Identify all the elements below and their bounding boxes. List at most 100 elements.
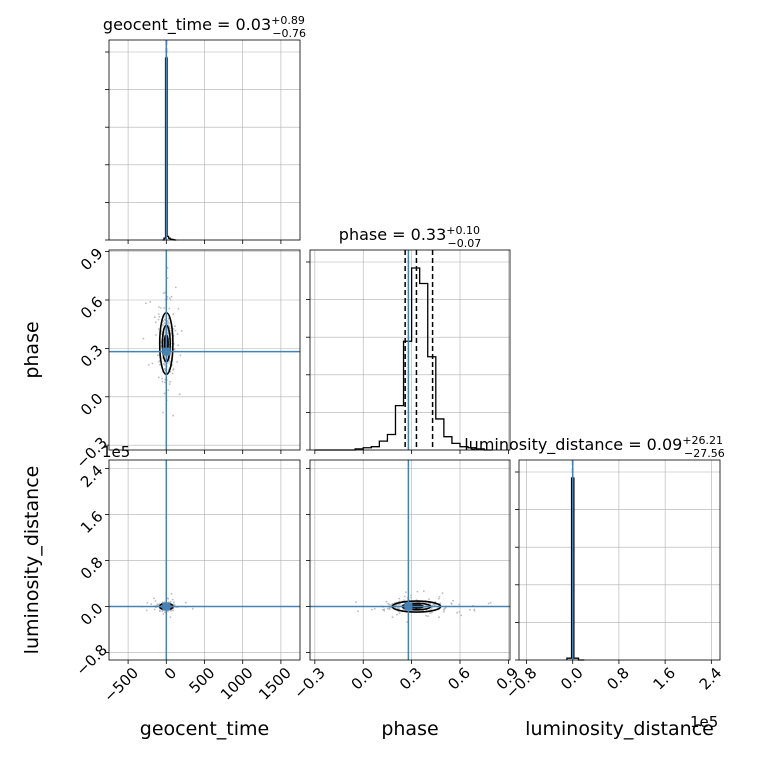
sample-point bbox=[172, 414, 175, 417]
sample-point bbox=[150, 223, 152, 225]
ytick-label-luminosity_distance-3: 1.6 bbox=[77, 507, 107, 537]
xtick-label-geocent_time-0: −500 bbox=[100, 664, 142, 706]
sample-point bbox=[168, 325, 171, 328]
title-minus-geocent_time: −0.76 bbox=[272, 27, 306, 40]
histogram-luminosity_distance bbox=[566, 477, 585, 661]
xtick-label-geocent_time-2: 500 bbox=[185, 664, 218, 697]
sample-point bbox=[172, 313, 175, 316]
sample-point bbox=[371, 608, 373, 611]
truth-marker bbox=[404, 602, 413, 611]
sample-point bbox=[396, 613, 398, 616]
xlabel-luminosity_distance: luminosity_distance bbox=[525, 718, 714, 740]
sample-point bbox=[160, 307, 162, 309]
sample-point bbox=[176, 333, 179, 335]
xtick-label-geocent_time-1: 0 bbox=[161, 664, 180, 683]
sample-point bbox=[169, 299, 172, 301]
title-main-geocent_time: geocent_time = 0.03 bbox=[103, 15, 271, 35]
sample-point bbox=[162, 292, 165, 295]
sample-point bbox=[450, 603, 453, 605]
sample-point bbox=[162, 411, 164, 414]
sample-point bbox=[153, 597, 155, 600]
sample-point bbox=[174, 286, 177, 289]
2d-geocent_time-luminosity_distance-frame bbox=[108, 459, 301, 661]
sample-point bbox=[473, 608, 475, 611]
sample-point bbox=[169, 616, 172, 618]
2d-phase-luminosity_distance-frame bbox=[309, 459, 511, 661]
xtick-label-luminosity_distance-3: 1.6 bbox=[649, 664, 679, 694]
sample-point bbox=[180, 330, 183, 332]
offset-text-x: 1e5 bbox=[690, 713, 718, 731]
histogram-geocent_time bbox=[162, 57, 177, 241]
title-plus-luminosity_distance: +26.21 bbox=[682, 434, 723, 447]
hist-phase-frame bbox=[309, 249, 511, 451]
sample-point bbox=[174, 325, 176, 328]
title-minus-luminosity_distance: −27.56 bbox=[684, 447, 725, 460]
sample-point bbox=[398, 612, 401, 614]
sample-point bbox=[355, 601, 357, 603]
sample-point bbox=[176, 361, 179, 363]
sample-point bbox=[157, 313, 160, 315]
scatter-group bbox=[109, 223, 300, 450]
sample-point bbox=[168, 297, 171, 300]
sample-point bbox=[396, 607, 399, 609]
title-plus-phase: +0.10 bbox=[446, 224, 480, 237]
title-geocent_time: geocent_time = 0.03+0.89 −0.76 bbox=[103, 14, 306, 40]
xtick-label-luminosity_distance-2: 0.8 bbox=[603, 664, 633, 694]
sample-point bbox=[169, 327, 171, 330]
xtick-label-geocent_time-4: 1500 bbox=[255, 664, 295, 704]
title-luminosity_distance: luminosity_distance = 0.09+26.21 −27.56 bbox=[464, 434, 725, 460]
sample-point bbox=[155, 334, 157, 336]
sample-point bbox=[168, 322, 171, 324]
sample-point bbox=[163, 362, 165, 365]
sample-point bbox=[398, 597, 401, 600]
sample-point bbox=[388, 603, 391, 606]
sample-point bbox=[162, 324, 164, 327]
title-phase: phase = 0.33+0.10 −0.07 bbox=[339, 224, 481, 250]
sample-point bbox=[163, 318, 166, 321]
sample-point bbox=[373, 607, 376, 610]
xtick-label-phase-1: 0.0 bbox=[348, 664, 378, 694]
title-main-phase: phase = 0.33 bbox=[339, 225, 446, 244]
sample-point bbox=[171, 609, 174, 612]
sample-point bbox=[403, 599, 405, 602]
ytick-label-luminosity_distance-2: 0.8 bbox=[77, 553, 107, 583]
sample-point bbox=[410, 596, 412, 599]
xlabel-geocent_time: geocent_time bbox=[140, 718, 269, 740]
sample-point bbox=[154, 321, 157, 324]
sample-point bbox=[149, 301, 152, 303]
scatter-group bbox=[310, 460, 510, 660]
ytick-label-luminosity_distance-0: −0.8 bbox=[73, 641, 111, 679]
sample-point bbox=[173, 601, 176, 604]
sample-point bbox=[174, 329, 177, 332]
sample-point bbox=[410, 594, 412, 597]
hist-panel-phase: phase = 0.33+0.10 −0.07 bbox=[306, 224, 510, 454]
sample-point bbox=[173, 603, 176, 606]
sample-point bbox=[170, 295, 173, 298]
sample-point bbox=[169, 600, 172, 603]
sample-point bbox=[452, 599, 454, 602]
sample-point bbox=[171, 372, 174, 375]
sample-point bbox=[443, 608, 445, 610]
sample-point bbox=[157, 328, 160, 330]
ytick-label-phase-2: 0.3 bbox=[77, 341, 107, 371]
sample-point bbox=[179, 354, 182, 357]
sample-point bbox=[404, 595, 406, 598]
sample-point bbox=[173, 348, 176, 351]
sample-point bbox=[178, 393, 181, 396]
sample-point bbox=[388, 608, 391, 610]
sample-point bbox=[164, 611, 166, 614]
sample-point bbox=[438, 597, 440, 600]
sample-point bbox=[184, 601, 187, 604]
sample-point bbox=[460, 614, 463, 617]
sample-point bbox=[161, 380, 164, 383]
sample-point bbox=[156, 354, 159, 356]
sample-point bbox=[387, 607, 389, 610]
ytick-label-phase-1: 0.0 bbox=[77, 390, 107, 420]
sample-point bbox=[145, 302, 147, 304]
sample-point bbox=[161, 610, 164, 613]
sample-point bbox=[456, 611, 459, 614]
sample-point bbox=[167, 610, 169, 613]
title-plus-geocent_time: +0.89 bbox=[271, 14, 305, 27]
sample-point bbox=[416, 590, 419, 593]
sample-point bbox=[405, 591, 407, 594]
